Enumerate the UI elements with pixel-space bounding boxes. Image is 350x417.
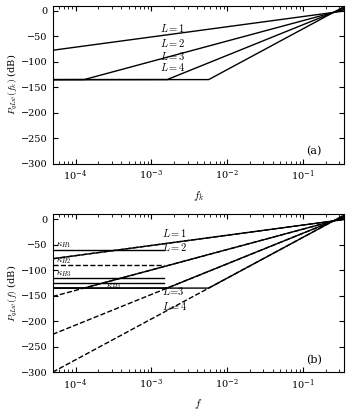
Text: $L=4$: $L=4$ — [162, 300, 188, 312]
Text: (a): (a) — [307, 146, 322, 156]
X-axis label: $f$: $f$ — [195, 397, 203, 412]
Text: $L=2$: $L=2$ — [160, 38, 186, 50]
Text: $\kappa_{H3}$: $\kappa_{H3}$ — [56, 270, 71, 279]
Text: $L\!=\!3$: $L\!=\!3$ — [162, 285, 185, 297]
Text: $\kappa_{H2}$: $\kappa_{H2}$ — [56, 256, 71, 266]
Text: $\kappa_{H4}$: $\kappa_{H4}$ — [106, 282, 121, 291]
Text: $L=1$: $L=1$ — [160, 22, 185, 34]
Text: $\kappa_{H1}$: $\kappa_{H1}$ — [56, 241, 71, 250]
Y-axis label: $P_{qL\bar{w}}(f_k)$ (dB): $P_{qL\bar{w}}(f_k)$ (dB) — [6, 54, 20, 116]
Text: $L=3$: $L=3$ — [160, 50, 186, 62]
Text: (b): (b) — [307, 354, 322, 365]
Y-axis label: $P_{qL\bar{w}}(f)$ (dB): $P_{qL\bar{w}}(f)$ (dB) — [6, 265, 20, 322]
X-axis label: $f_k$: $f_k$ — [193, 189, 204, 203]
Text: $L=1$: $L=1$ — [162, 227, 188, 239]
Text: $L=4$: $L=4$ — [160, 61, 186, 73]
Text: $L=2$: $L=2$ — [162, 241, 188, 253]
